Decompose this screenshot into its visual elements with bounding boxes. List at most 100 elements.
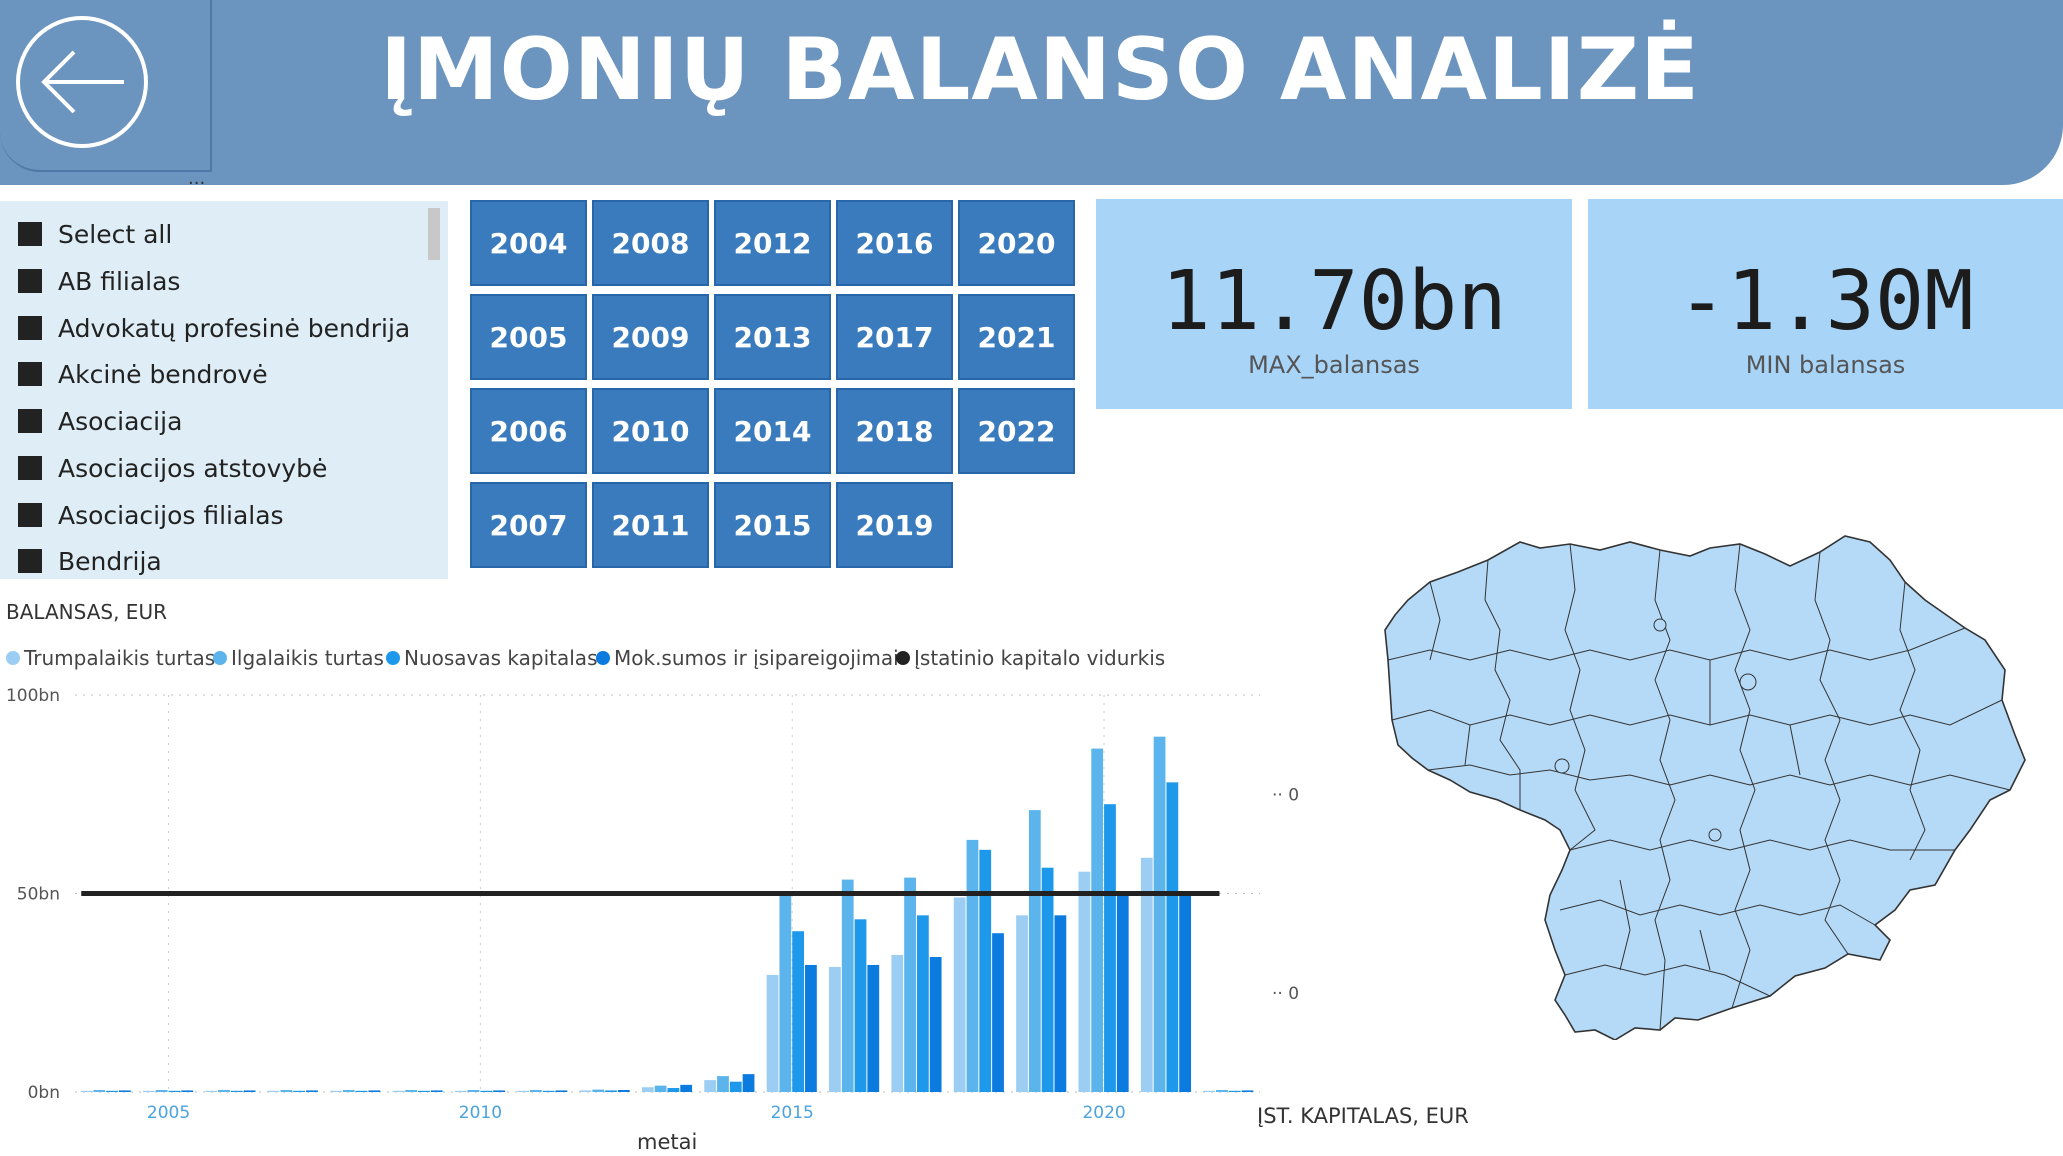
slicer-item-label: Akcinė bendrovė — [58, 359, 268, 389]
slicer-item[interactable]: Asociacijos filialas — [18, 495, 284, 535]
year-button[interactable]: 2007 — [470, 482, 587, 568]
bar — [605, 1090, 617, 1092]
bar — [1153, 736, 1166, 1092]
slicer-item[interactable]: Bendrija — [18, 541, 162, 579]
legend-item[interactable]: Nuosavas kapitalas — [386, 646, 598, 670]
bar — [1016, 915, 1028, 1092]
bar — [306, 1090, 318, 1092]
bar — [355, 1090, 368, 1092]
bar — [654, 1085, 667, 1092]
slicer-item[interactable]: Asociacija — [18, 401, 182, 441]
checkbox-icon[interactable] — [18, 269, 42, 293]
bar — [342, 1090, 355, 1092]
slicer-item-label: Select all — [58, 219, 173, 249]
checkbox-icon[interactable] — [18, 549, 42, 573]
year-button[interactable]: 2016 — [836, 200, 953, 286]
x-tick-label: 2005 — [147, 1103, 190, 1120]
year-button[interactable]: 2022 — [958, 388, 1075, 474]
slicer-item[interactable]: Advokatų profesinė bendrija — [18, 308, 410, 348]
slicer-item-label: AB filialas — [58, 266, 181, 296]
checkbox-icon[interactable] — [18, 409, 42, 433]
slicer-item[interactable]: AB filialas — [18, 261, 180, 301]
year-button[interactable]: 2011 — [592, 482, 709, 568]
slicer-item-label: Asociacija — [58, 406, 183, 436]
y-tick-label: 50bn — [17, 885, 60, 905]
slicer-item-label: Bendrija — [58, 546, 162, 576]
year-button[interactable]: 2018 — [836, 388, 953, 474]
slicer-item[interactable]: Asociacijos atstovybė — [18, 448, 327, 488]
bar — [155, 1090, 168, 1092]
year-button[interactable]: 2006 — [470, 388, 587, 474]
y2-tick-label: ·· 0.3M — [1272, 984, 1300, 1004]
bar — [953, 897, 966, 1092]
card-value: -1.30M — [1677, 254, 1974, 349]
city-district[interactable] — [1554, 758, 1570, 774]
x-axis-title: metai — [637, 1130, 698, 1154]
bar — [1216, 1090, 1228, 1092]
card-value: 11.70bn — [1161, 254, 1507, 349]
year-button[interactable]: 2012 — [714, 200, 831, 286]
city-district[interactable] — [1653, 618, 1667, 632]
lithuania-map[interactable] — [1370, 530, 2030, 1040]
y2-tick-label: ·· 0.4M — [1272, 785, 1300, 805]
year-button[interactable]: 2008 — [592, 200, 709, 286]
checkbox-icon[interactable] — [18, 503, 42, 527]
slicer-item[interactable]: Akcinė bendrovė — [18, 354, 268, 394]
legend-item[interactable]: Įstatinio kapitalo vidurkis — [896, 646, 1165, 670]
bar — [168, 1090, 181, 1092]
header-banner — [0, 0, 2063, 185]
y2-axis-title: ĮST. KAPITALAS, EUR — [1257, 1104, 1469, 1128]
bar — [405, 1090, 418, 1092]
bar — [829, 966, 841, 1092]
bar — [1140, 857, 1153, 1092]
bar — [916, 915, 929, 1092]
year-button[interactable]: 2005 — [470, 294, 587, 380]
year-button[interactable]: 2021 — [958, 294, 1075, 380]
legend-item[interactable]: Trumpalaikis turtas — [6, 646, 215, 670]
y-tick-label: 100bn — [6, 686, 60, 706]
legend-dot-icon — [596, 651, 610, 665]
legend-item[interactable]: Mok.sumos ir įsipareigojimai — [596, 646, 899, 670]
bar — [418, 1090, 430, 1092]
city-district[interactable] — [1739, 673, 1757, 691]
bar — [555, 1090, 568, 1092]
bar — [592, 1089, 605, 1092]
slicer-scrollbar[interactable] — [428, 208, 440, 260]
bar — [841, 879, 854, 1092]
year-button[interactable]: 2019 — [836, 482, 953, 568]
back-button[interactable] — [14, 14, 150, 150]
bar — [392, 1090, 405, 1092]
more-options-icon[interactable]: ... — [188, 168, 206, 189]
checkbox-icon[interactable] — [18, 456, 42, 480]
arrow-left-icon — [16, 16, 148, 148]
page-title: ĮMONIŲ BALANSO ANALIZĖ — [380, 20, 1700, 120]
legend-item[interactable]: Ilgalaikis turtas — [213, 646, 384, 670]
legend-label: Ilgalaikis turtas — [231, 646, 384, 670]
bar — [1041, 867, 1054, 1092]
map-outline[interactable] — [1384, 535, 2026, 1040]
bar — [106, 1090, 118, 1092]
company-type-slicer: Select all AB filialas Advokatų profesin… — [0, 201, 448, 579]
year-button[interactable]: 2020 — [958, 200, 1075, 286]
year-button[interactable]: 2017 — [836, 294, 953, 380]
bar — [641, 1087, 654, 1092]
bar — [729, 1081, 742, 1092]
bar — [979, 849, 992, 1092]
year-button[interactable]: 2014 — [714, 388, 831, 474]
slicer-item-select-all[interactable]: Select all — [18, 214, 172, 254]
year-button[interactable]: 2013 — [714, 294, 831, 380]
checkbox-icon[interactable] — [18, 316, 42, 340]
checkbox-icon[interactable] — [18, 222, 42, 246]
bar — [542, 1090, 555, 1092]
year-button[interactable]: 2010 — [592, 388, 709, 474]
bar — [1116, 895, 1129, 1092]
year-button[interactable]: 2004 — [470, 200, 587, 286]
year-button[interactable]: 2009 — [592, 294, 709, 380]
year-button[interactable]: 2015 — [714, 482, 831, 568]
bar — [667, 1088, 680, 1092]
bar — [1054, 915, 1067, 1092]
bar — [267, 1090, 280, 1092]
bar — [779, 895, 792, 1092]
city-district[interactable] — [1708, 828, 1722, 842]
checkbox-icon[interactable] — [18, 362, 42, 386]
